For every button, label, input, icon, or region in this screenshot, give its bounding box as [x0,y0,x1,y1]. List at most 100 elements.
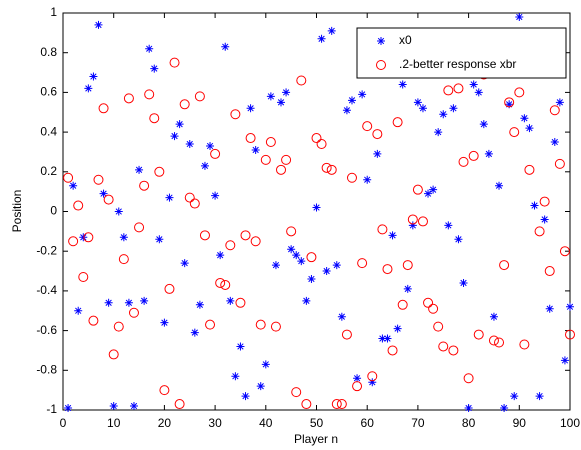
point [413,98,422,107]
point [94,20,103,29]
point [287,245,296,254]
point [331,399,342,410]
point [260,154,271,165]
y-tick-label: -0.8 [36,362,57,376]
point [184,192,195,203]
point [149,113,160,124]
point [412,184,423,195]
point [352,381,363,392]
point [438,341,449,352]
point [321,162,332,173]
x-tick-label: 20 [158,416,172,430]
point [515,12,524,21]
x-tick-label: 70 [411,416,425,430]
point [382,264,393,275]
point [261,360,270,369]
point [255,319,266,330]
point [180,259,189,268]
point [367,371,378,382]
point [129,402,138,411]
point [271,261,280,270]
point [282,88,291,97]
point [357,258,368,269]
point [407,214,418,225]
point [429,185,438,194]
point [78,272,89,283]
point [458,156,469,167]
point [424,189,433,198]
point [251,145,260,154]
point [113,321,124,332]
point [256,382,265,391]
point [83,232,94,243]
point [124,298,133,307]
point [353,374,362,383]
point [520,114,529,123]
point [403,284,412,293]
point [336,399,347,410]
point [388,231,397,240]
point [220,279,231,290]
point [565,329,575,340]
point [402,260,413,271]
point [84,84,93,93]
point [433,321,444,332]
point [459,278,468,287]
point [474,88,483,97]
point [307,274,316,283]
point [140,296,149,305]
point [463,373,474,384]
point [464,404,473,413]
y-tick-label: 0.2 [40,164,57,178]
point [317,34,326,43]
point [195,300,204,309]
point [63,172,74,183]
point [311,133,322,144]
point [372,129,383,140]
point [306,252,317,263]
point [291,387,302,398]
point [170,132,179,141]
point [139,180,150,191]
legend-label: x0 [399,33,412,47]
point [479,120,488,129]
point [74,306,83,315]
point [499,260,510,271]
point [397,299,408,310]
point [194,91,205,102]
point [473,329,484,340]
point [199,230,210,241]
point [281,154,292,165]
point [68,236,79,247]
point [114,207,123,216]
y-tick-label: -1 [46,402,57,416]
point [266,92,275,101]
point [560,356,569,365]
point [205,319,216,330]
point [346,172,357,183]
point [154,166,165,177]
legend [356,27,567,79]
point [504,97,515,108]
point [135,165,144,174]
y-tick-label: -0.4 [36,283,57,297]
point [144,89,155,100]
point [510,392,519,401]
point [206,141,215,150]
point [99,189,108,198]
y-tick-label: 0.8 [40,45,57,59]
point [200,161,209,170]
point [524,164,535,175]
point [190,328,199,337]
point [439,110,448,119]
point [165,193,174,202]
point [358,90,367,99]
y-tick-label: 1 [50,5,57,19]
y-tick-label: -0.6 [36,323,57,337]
point [216,251,225,260]
point [134,222,145,233]
point [189,198,200,209]
point [150,64,159,73]
